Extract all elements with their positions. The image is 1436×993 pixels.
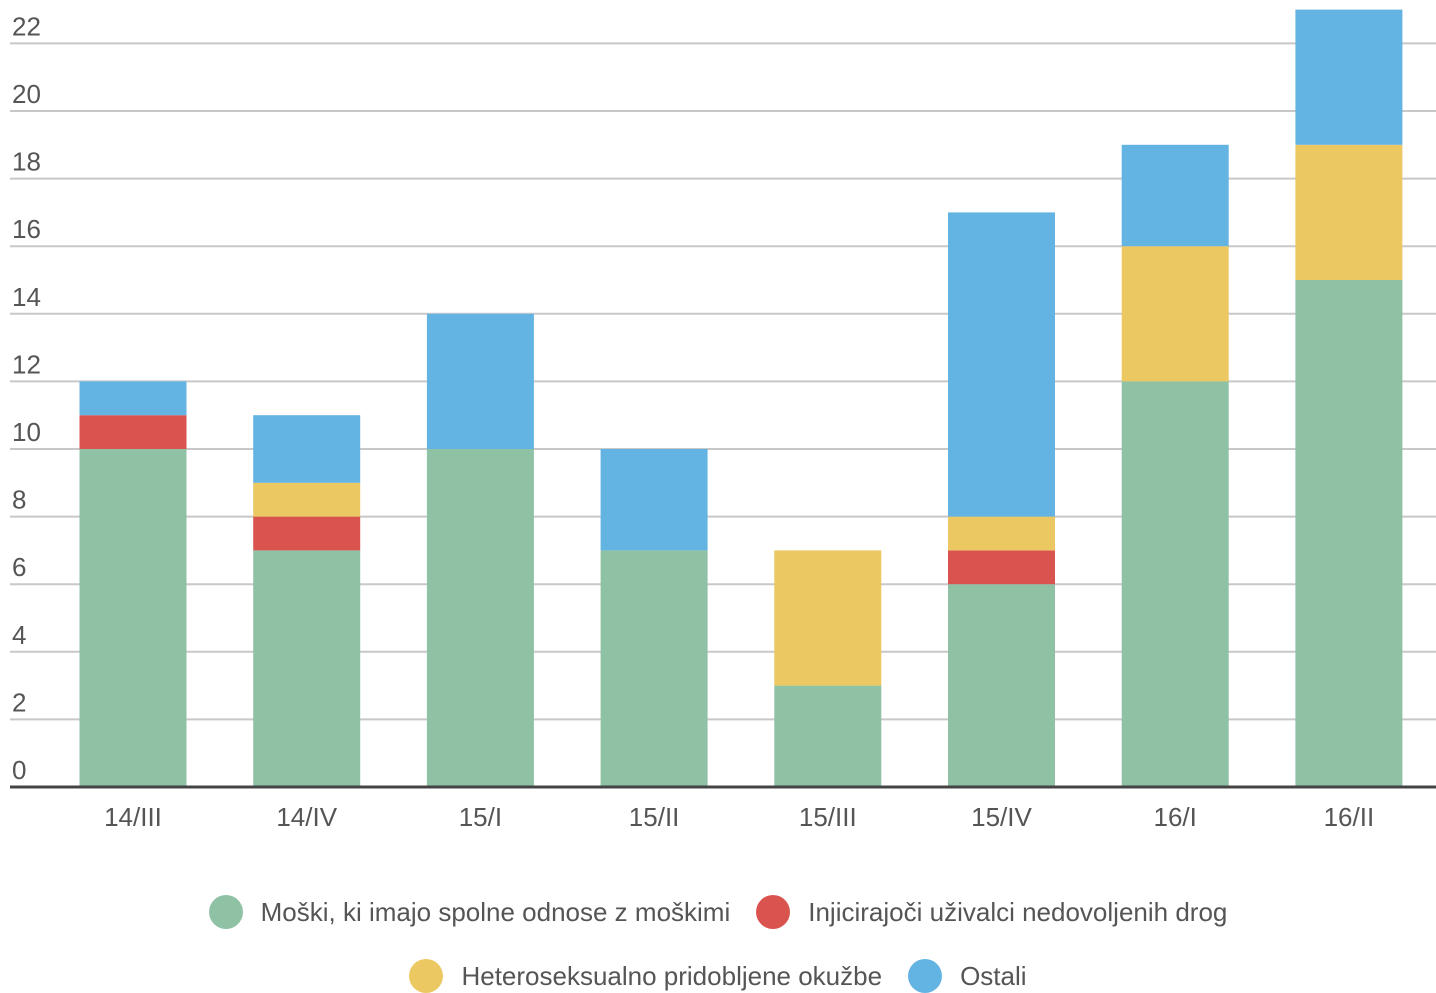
legend-swatch-green bbox=[208, 895, 243, 929]
bar-segment bbox=[1295, 9, 1403, 145]
legend-label: Ostali bbox=[960, 960, 1027, 991]
legend-row-1: Moški, ki imajo spolne odnose z moškimi … bbox=[0, 895, 1436, 929]
legend-label: Heteroseksualno pridobljene okužbe bbox=[461, 960, 883, 991]
bar-segment bbox=[253, 516, 361, 551]
y-tick-label: 16 bbox=[12, 214, 41, 244]
bar-segment bbox=[774, 685, 882, 787]
stacked-bar-chart: 0 2 4 6 8 10 12 14 16 18 20 22 14/III 14/IV 15/I 15/II… bbox=[10, 9, 1436, 832]
legend-swatch-red bbox=[756, 895, 791, 929]
x-tick-label: 15/I bbox=[459, 802, 502, 832]
bar-segment bbox=[774, 550, 882, 686]
bar-segment bbox=[253, 550, 361, 787]
legend-item-hetero: Heteroseksualno pridobljene okužbe bbox=[409, 959, 882, 993]
legend-item-other: Ostali bbox=[908, 959, 1027, 993]
x-tick-label: 15/III bbox=[799, 802, 857, 832]
x-axis-labels: 14/III 14/IV 15/I 15/II 15/III 15/IV 16/I 16/II bbox=[104, 802, 1374, 832]
bar-segment bbox=[79, 381, 187, 416]
x-tick-label: 15/IV bbox=[971, 802, 1032, 832]
x-tick-label: 16/II bbox=[1324, 802, 1375, 832]
legend-item-idu: Injicirajoči uživalci nedovoljenih drog bbox=[756, 895, 1227, 929]
bar-segment bbox=[1121, 246, 1229, 382]
bar-segment bbox=[600, 550, 708, 787]
legend-item-msm: Moški, ki imajo spolne odnose z moškimi bbox=[208, 895, 731, 929]
legend-swatch-blue bbox=[908, 959, 943, 993]
bar-segment bbox=[1121, 144, 1229, 247]
bar-segment bbox=[600, 449, 708, 551]
bar-segment bbox=[426, 313, 534, 449]
bar-segment bbox=[948, 550, 1055, 585]
bar-segment bbox=[1121, 381, 1229, 787]
y-tick-label: 22 bbox=[12, 11, 41, 41]
y-tick-label: 2 bbox=[12, 687, 26, 717]
bar-segment bbox=[79, 415, 187, 449]
x-tick-label: 16/I bbox=[1154, 802, 1197, 832]
legend-label: Moški, ki imajo spolne odnose z moškimi bbox=[260, 896, 731, 927]
bar-segment bbox=[79, 449, 187, 787]
y-tick-label: 0 bbox=[12, 755, 26, 785]
bar-segment bbox=[1295, 280, 1403, 787]
bar-segment bbox=[948, 212, 1055, 517]
legend-swatch-yellow bbox=[409, 959, 444, 993]
legend-label: Injicirajoči uživalci nedovoljenih drog bbox=[808, 896, 1228, 927]
x-tick-label: 14/III bbox=[104, 802, 162, 832]
bar-segment bbox=[948, 516, 1055, 551]
y-tick-label: 8 bbox=[12, 485, 26, 515]
bar-segment bbox=[253, 415, 361, 483]
bar-segment bbox=[426, 449, 534, 787]
bar-segment bbox=[253, 482, 361, 517]
y-tick-label: 20 bbox=[12, 79, 41, 109]
bar-segment bbox=[948, 584, 1055, 787]
x-tick-label: 15/II bbox=[629, 802, 680, 832]
y-tick-label: 18 bbox=[12, 147, 41, 177]
gridlines bbox=[10, 42, 1436, 721]
legend-row-2: Heteroseksualno pridobljene okužbe Ostal… bbox=[0, 959, 1436, 993]
y-tick-label: 14 bbox=[12, 282, 41, 312]
x-tick-label: 14/IV bbox=[276, 802, 337, 832]
y-axis-ticks: 0 2 4 6 8 10 12 14 16 18 20 22 bbox=[12, 11, 41, 785]
y-tick-label: 6 bbox=[12, 552, 26, 582]
y-tick-label: 4 bbox=[12, 620, 26, 650]
y-tick-label: 12 bbox=[12, 349, 41, 379]
bar-segment bbox=[1295, 144, 1403, 280]
y-tick-label: 10 bbox=[12, 417, 41, 447]
bars bbox=[79, 9, 1403, 787]
